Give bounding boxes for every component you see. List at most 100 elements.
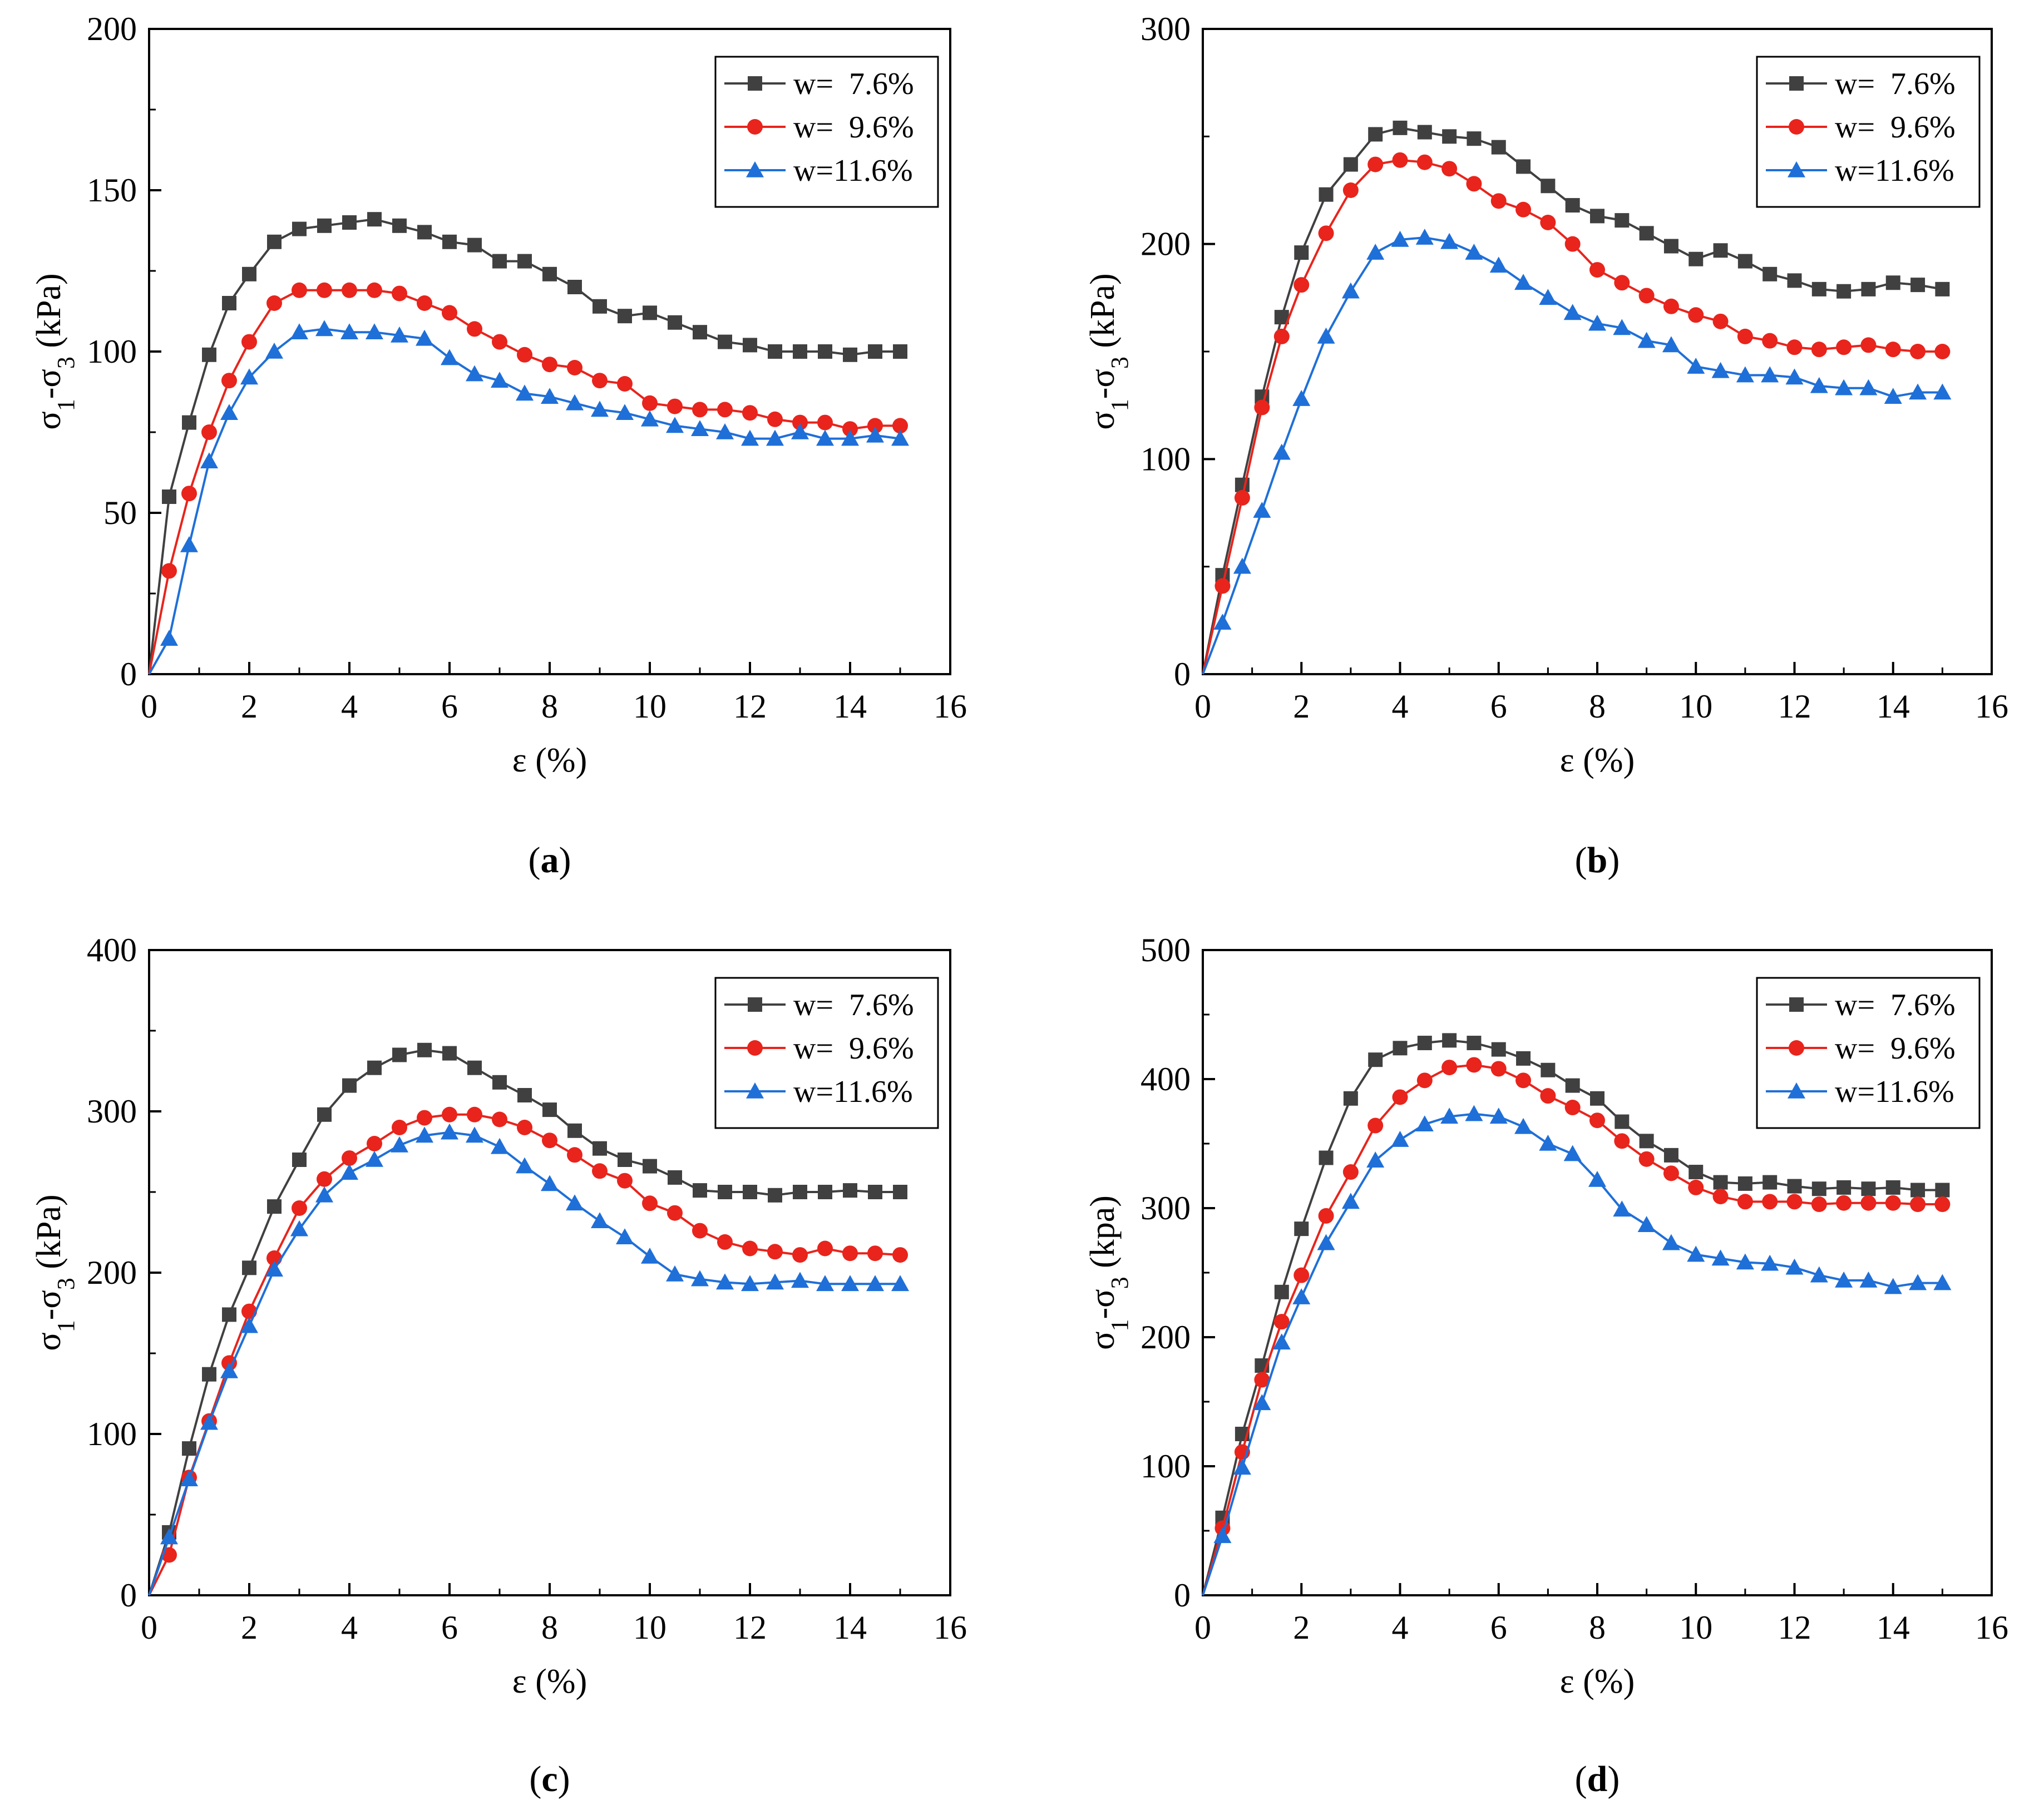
data-point (417, 295, 432, 311)
data-point (1368, 1052, 1383, 1067)
legend-label: w= 7.6% (793, 67, 914, 101)
x-axis-title: ε (%) (512, 1663, 587, 1700)
data-point (1787, 1179, 1802, 1194)
x-tick-label: 12 (733, 1609, 767, 1646)
data-point (667, 1205, 683, 1221)
data-point (1811, 1196, 1827, 1213)
data-point (616, 404, 634, 420)
data-point (741, 429, 759, 446)
legend-marker (747, 119, 763, 135)
x-tick-label: 10 (1679, 688, 1712, 725)
legend-marker (1789, 997, 1804, 1012)
data-point (1392, 152, 1408, 168)
legend-label: w=11.6% (793, 1075, 913, 1109)
data-point (1663, 1148, 1678, 1163)
legend-label: w=11.6% (793, 154, 913, 188)
legend-label: w=11.6% (1835, 1075, 1954, 1109)
data-point (1319, 187, 1334, 202)
legend-marker (1789, 119, 1804, 135)
series-3 (148, 320, 909, 675)
x-tick-label: 10 (1679, 1609, 1712, 1646)
x-tick-label: 8 (1589, 1609, 1606, 1646)
data-point (1615, 1114, 1630, 1129)
data-point (1859, 379, 1878, 395)
data-point (566, 1194, 584, 1211)
data-point (1563, 1145, 1582, 1161)
data-point (1835, 379, 1853, 395)
data-point (1762, 333, 1778, 349)
data-point (567, 360, 582, 375)
legend-marker (1788, 161, 1805, 177)
series-line (1202, 236, 1943, 675)
data-point (340, 323, 358, 339)
data-point (1539, 1135, 1557, 1151)
data-point (1491, 1042, 1506, 1057)
data-point (542, 266, 557, 281)
data-point (1465, 244, 1483, 260)
data-point (842, 1245, 858, 1262)
data-point (1933, 1274, 1952, 1290)
legend-marker (1788, 1082, 1805, 1099)
data-point (516, 1157, 534, 1174)
data-point (1366, 244, 1385, 260)
data-point (220, 404, 238, 420)
data-point (791, 423, 809, 439)
data-point (891, 429, 909, 446)
data-point (1639, 226, 1654, 241)
data-point (1318, 1208, 1334, 1224)
x-tick-label: 14 (833, 688, 867, 725)
data-point (768, 1188, 782, 1203)
x-tick-label: 0 (1194, 688, 1211, 725)
data-point (342, 1150, 357, 1166)
data-point (517, 1088, 532, 1102)
data-point (290, 323, 308, 339)
legend-label: w= 7.6% (1835, 988, 1956, 1022)
data-point (317, 282, 332, 298)
data-point (441, 1123, 458, 1140)
data-point (367, 1136, 382, 1151)
x-tick-label: 0 (141, 1609, 157, 1646)
data-point (768, 344, 782, 359)
data-point (1466, 176, 1482, 192)
data-point (767, 411, 783, 427)
y-tick-label: 150 (87, 172, 137, 209)
data-point (1785, 1258, 1804, 1275)
data-point (1417, 1036, 1432, 1051)
data-point (592, 373, 608, 389)
data-point (1514, 274, 1533, 290)
data-point (891, 1275, 909, 1292)
data-point (593, 1141, 607, 1156)
data-point (1393, 120, 1408, 135)
data-point (491, 1138, 508, 1154)
data-point (1614, 275, 1630, 291)
data-point (1342, 182, 1359, 198)
data-point (222, 296, 236, 310)
legend-label: w= 7.6% (793, 988, 914, 1022)
data-point (1687, 1245, 1705, 1262)
data-point (182, 415, 196, 430)
data-point (743, 338, 757, 353)
data-point (1393, 1041, 1408, 1056)
data-point (1273, 328, 1290, 344)
data-point (1786, 1194, 1803, 1210)
data-point (868, 1185, 882, 1199)
data-point (1540, 215, 1556, 230)
data-point (1565, 1078, 1580, 1093)
data-point (1639, 1134, 1654, 1149)
data-point (691, 420, 709, 436)
data-point (1712, 313, 1729, 329)
data-point (818, 344, 832, 359)
data-point (161, 563, 177, 579)
data-point (792, 1247, 808, 1263)
data-point (1909, 1274, 1927, 1290)
data-point (317, 1107, 332, 1122)
data-point (1637, 1216, 1656, 1232)
data-point (1319, 1150, 1334, 1165)
data-point (1233, 557, 1251, 574)
data-point (392, 218, 407, 233)
data-point (442, 305, 457, 321)
data-point (392, 1120, 407, 1135)
data-point (417, 1110, 432, 1126)
data-point (1638, 1151, 1655, 1167)
series-1 (148, 212, 907, 675)
